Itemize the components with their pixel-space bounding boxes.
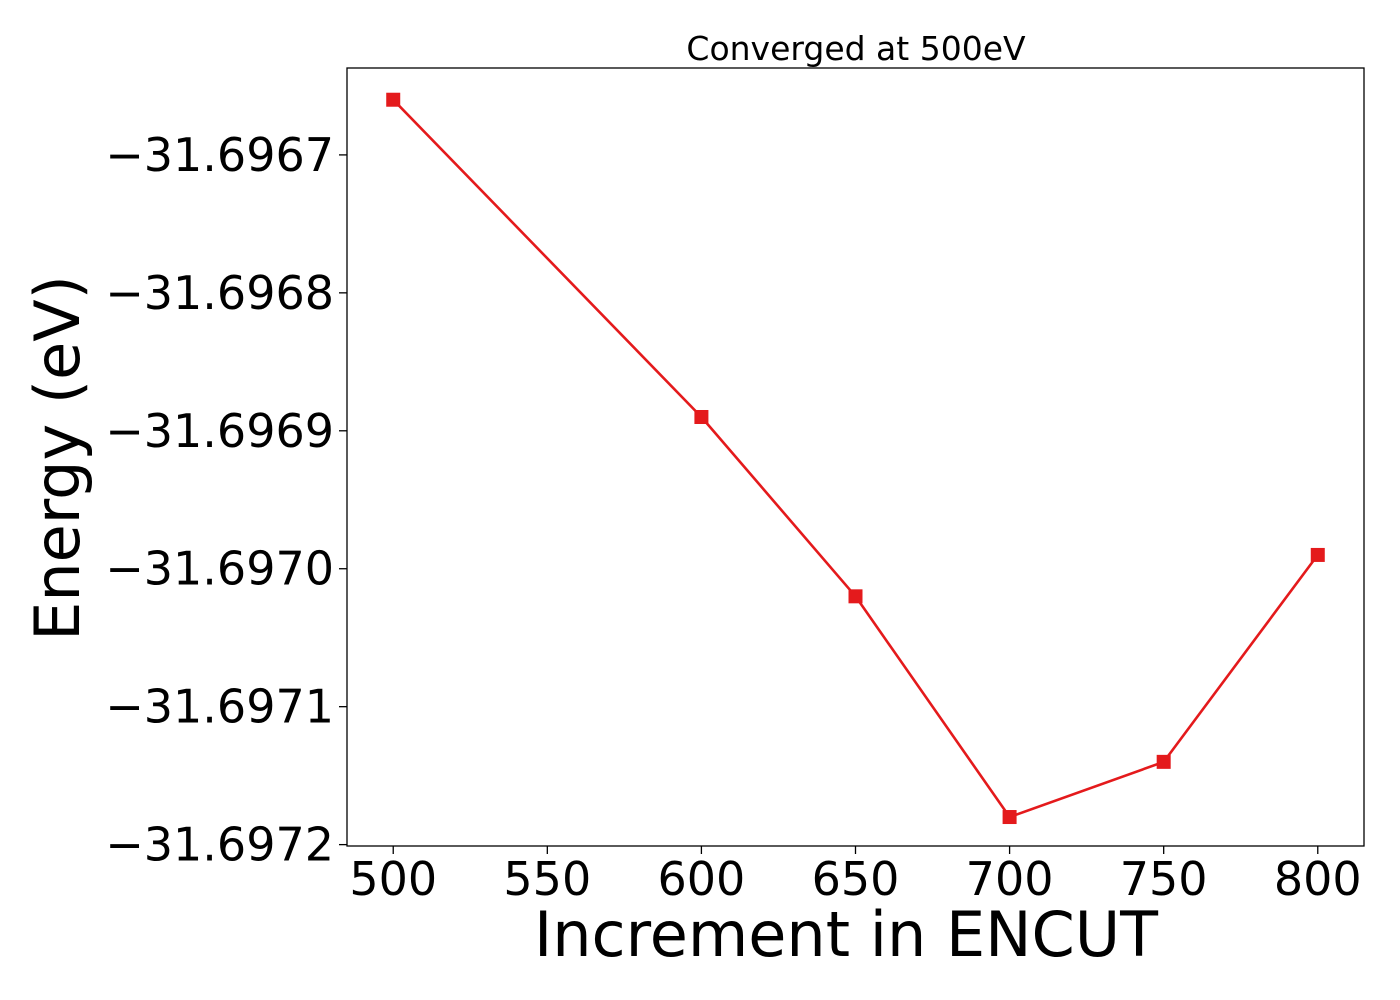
x-tick-label: 750 [1120, 852, 1208, 906]
y-tick-label: −31.6967 [105, 128, 334, 182]
plot-area: 500 550 600 650 700 750 800 −31.6967 −31.6968 −31… [105, 67, 1365, 906]
x-tick-label: 600 [658, 852, 746, 906]
series-line [392, 98, 1319, 819]
x-tick-label: 500 [349, 852, 437, 906]
x-tick-label: 650 [812, 852, 900, 906]
x-tick-label: 800 [1274, 852, 1362, 906]
data-point-marker [1156, 754, 1171, 769]
y-tick-label: −31.6970 [105, 542, 334, 596]
data-point-marker [1002, 810, 1017, 825]
y-tick-label: −31.6969 [105, 404, 334, 458]
x-tick-label: 550 [503, 852, 591, 906]
x-tick-label: 700 [966, 852, 1054, 906]
data-point-marker [848, 589, 863, 604]
x-axis-label: Increment in ENCUT [534, 898, 1159, 971]
data-point-marker [386, 92, 401, 107]
y-tick-label: −31.6972 [105, 818, 334, 872]
y-axis-label: Energy (eV) [21, 275, 94, 641]
y-tick-label: −31.6968 [105, 266, 334, 320]
data-point-marker [694, 409, 709, 424]
y-tick-label: −31.6971 [105, 680, 334, 734]
data-point-marker [1310, 547, 1325, 562]
chart-title: Converged at 500eV [686, 29, 1026, 68]
